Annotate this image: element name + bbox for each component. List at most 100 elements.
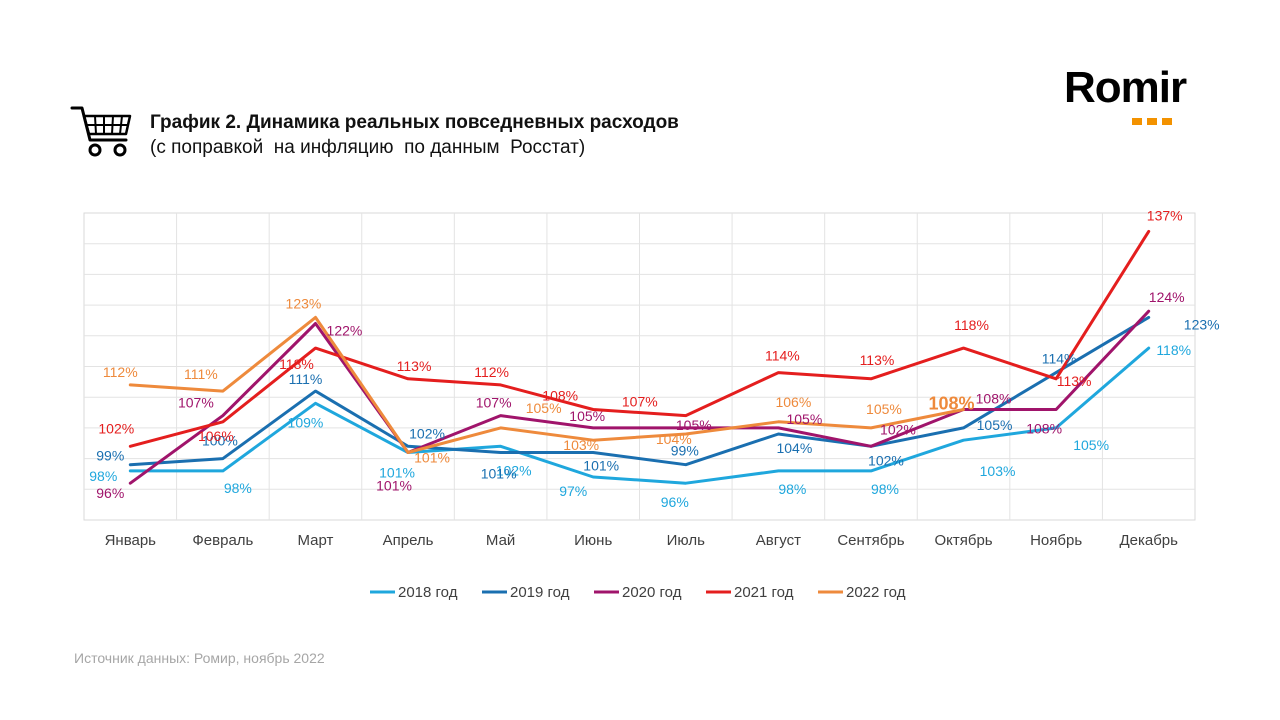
data-point (962, 426, 966, 430)
legend-label: 2022 год (846, 584, 906, 601)
data-label: 118% (1156, 342, 1191, 358)
logo-text: Romir (1064, 63, 1187, 112)
data-label: 105% (786, 411, 822, 427)
data-point (591, 475, 595, 479)
chart-title-block: График 2. Динамика реальных повседневных… (150, 111, 679, 161)
data-point (869, 469, 873, 473)
data-point (406, 444, 410, 448)
data-label: 104% (776, 440, 812, 456)
data-label: 108% (1026, 420, 1062, 436)
data-label: 108% (929, 393, 975, 413)
data-label: 106% (198, 428, 234, 444)
data-point (406, 377, 410, 381)
data-point (128, 383, 132, 387)
data-label: 105% (977, 417, 1013, 433)
data-point (962, 346, 966, 350)
data-label: 102% (496, 462, 532, 478)
legend-label: 2019 год (510, 584, 570, 601)
data-label: 114% (765, 348, 800, 364)
data-point (221, 420, 225, 424)
data-label: 105% (866, 401, 902, 417)
data-point (499, 414, 503, 418)
data-source-note: Источник данных: Ромир, ноябрь 2022 (74, 650, 325, 666)
x-tick-label: Октябрь (934, 532, 992, 549)
x-tick-label: Декабрь (1119, 532, 1178, 549)
x-tick-label: Июнь (574, 532, 612, 549)
data-label: 112% (103, 364, 138, 380)
data-label: 118% (279, 356, 314, 372)
data-point (313, 315, 317, 319)
data-label: 107% (476, 395, 512, 411)
data-point (776, 420, 780, 424)
data-label: 99% (96, 448, 124, 464)
legend-label: 2021 год (734, 584, 794, 601)
data-point (1147, 346, 1151, 350)
chart-title: График 2. Динамика реальных повседневных… (150, 112, 679, 133)
data-label: 112% (474, 364, 509, 380)
romir-logo: Romir (1064, 62, 1214, 125)
data-label: 96% (96, 485, 124, 501)
data-point (128, 444, 132, 448)
data-label: 113% (860, 352, 895, 368)
logo-dots (1132, 112, 1177, 130)
data-point (313, 389, 317, 393)
data-point (499, 383, 503, 387)
data-point (776, 371, 780, 375)
data-label: 124% (1149, 289, 1185, 305)
data-point (313, 322, 317, 326)
series-line-2 (128, 309, 1151, 485)
data-label: 109% (288, 414, 324, 430)
x-tick-label: Сентябрь (837, 532, 904, 549)
data-point (684, 463, 688, 467)
data-label: 101% (376, 477, 412, 493)
data-label: 101% (414, 449, 450, 465)
chart-subtitle: (с поправкой на инфляцию по данным Росст… (150, 137, 586, 158)
data-label: 97% (559, 483, 587, 499)
data-label: 111% (289, 371, 323, 387)
data-label: 102% (868, 452, 904, 468)
data-point (221, 389, 225, 393)
data-label: 100% (202, 433, 238, 449)
data-label: 102% (98, 420, 134, 436)
data-label: 113% (397, 358, 432, 374)
data-label: 104% (656, 431, 692, 447)
data-point (962, 438, 966, 442)
data-label: 111% (184, 366, 218, 382)
data-point (499, 426, 503, 430)
x-tick-label: Февраль (192, 532, 253, 549)
data-label: 99% (671, 443, 699, 459)
data-label: 101% (379, 464, 415, 480)
series-line-4 (128, 315, 965, 454)
series-line-3 (128, 229, 1151, 448)
data-label: 107% (622, 394, 658, 410)
data-label: 106% (775, 394, 811, 410)
data-point (406, 450, 410, 454)
data-label: 105% (526, 400, 562, 416)
data-label: 101% (583, 457, 619, 473)
data-point (221, 414, 225, 418)
data-point (1147, 315, 1151, 319)
data-point (313, 401, 317, 405)
data-point (221, 469, 225, 473)
data-label: 105% (569, 408, 605, 424)
data-label: 108% (976, 390, 1012, 406)
data-label: 108% (542, 387, 578, 403)
legend-label: 2020 год (622, 584, 682, 601)
data-label: 102% (880, 421, 916, 437)
x-tick-label: Июль (667, 532, 705, 549)
data-label: 101% (481, 465, 517, 481)
data-point (128, 469, 132, 473)
data-point (128, 481, 132, 485)
x-tick-label: Март (298, 532, 334, 549)
data-label: 98% (89, 468, 117, 484)
data-label: 102% (409, 425, 445, 441)
legend-label: 2018 год (398, 584, 458, 601)
series-line-0 (128, 346, 1151, 485)
series-line-1 (128, 315, 1151, 467)
data-point (499, 444, 503, 448)
x-tick-label: Май (486, 532, 515, 549)
data-point (869, 444, 873, 448)
shopping-cart-icon (70, 106, 132, 157)
data-point (776, 432, 780, 436)
data-point (869, 377, 873, 381)
